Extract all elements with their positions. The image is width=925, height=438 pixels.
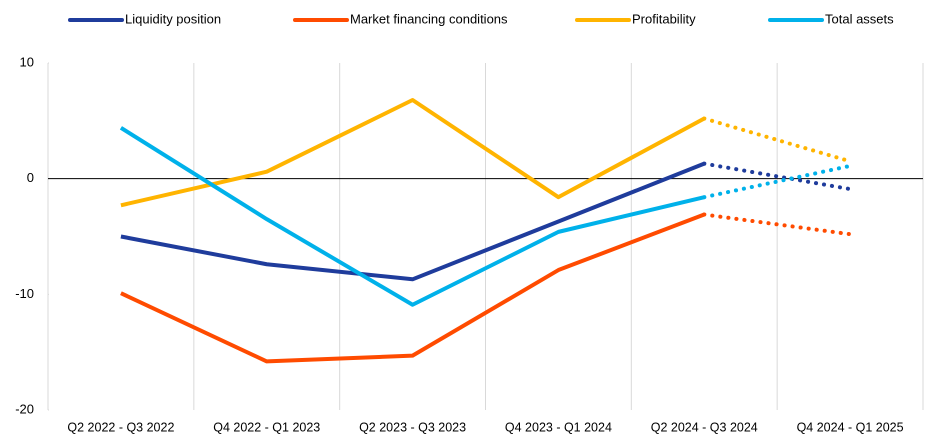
y-tick-label: 10 — [20, 54, 34, 69]
series-line — [120, 212, 705, 364]
legend-label: Liquidity position — [125, 11, 221, 26]
series-line-projection — [702, 161, 853, 192]
y-tick-label: -10 — [15, 286, 34, 301]
legend-label: Profitability — [632, 11, 696, 26]
y-tick-label: 0 — [27, 170, 34, 185]
legend-label: Total assets — [825, 11, 894, 26]
series-line-projection — [702, 116, 853, 164]
x-tick-label: Q4 2024 - Q1 2025 — [797, 420, 904, 434]
x-tick-label: Q2 2024 - Q3 2024 — [651, 420, 758, 434]
series-line — [120, 161, 705, 282]
series-line — [120, 98, 706, 208]
x-tick-label: Q4 2022 - Q1 2023 — [213, 420, 320, 434]
x-tick-label: Q2 2022 - Q3 2022 — [67, 420, 174, 434]
series-line-projection — [702, 212, 853, 237]
x-tick-label: Q4 2023 - Q1 2024 — [505, 420, 612, 434]
x-tick-label: Q2 2023 - Q3 2023 — [359, 420, 466, 434]
series-line — [119, 126, 705, 307]
series-line-projection — [702, 163, 853, 200]
y-tick-label: -20 — [15, 401, 34, 416]
legend-label: Market financing conditions — [350, 11, 508, 26]
